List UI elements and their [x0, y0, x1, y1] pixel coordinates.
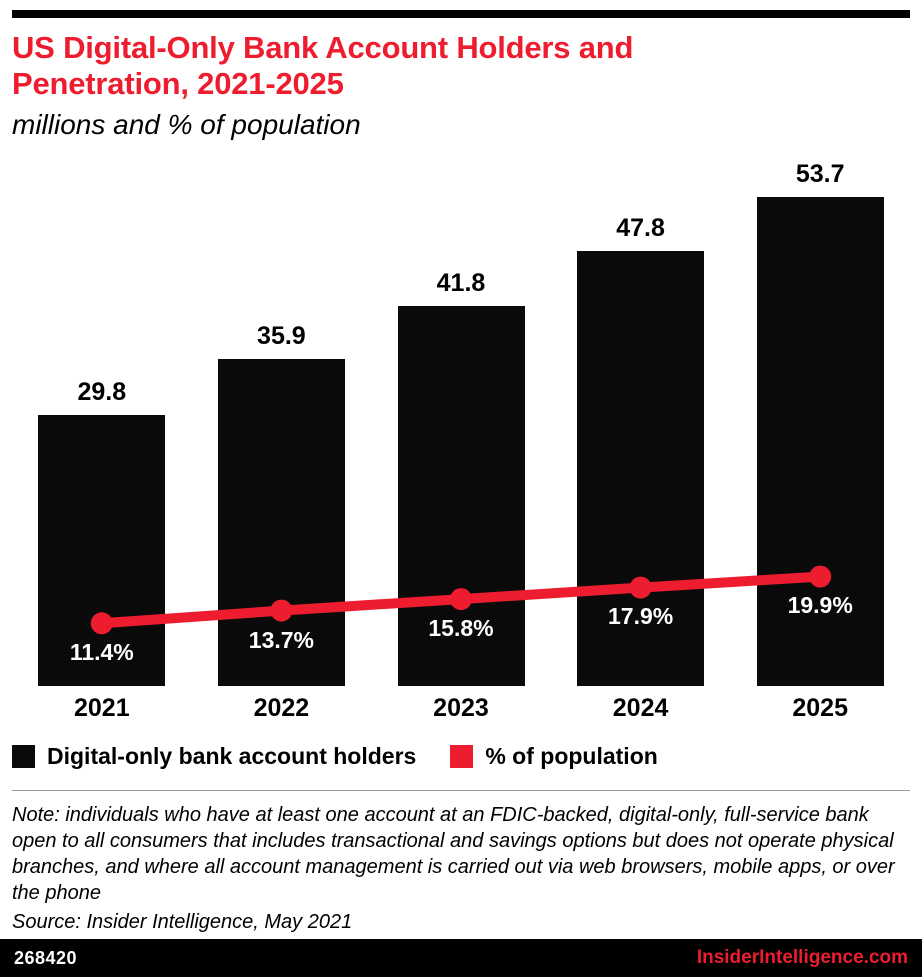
- bar-value-label: 41.8: [436, 268, 486, 297]
- x-axis-label: 2024: [612, 693, 669, 722]
- top-rule: [12, 10, 910, 18]
- footer-bar: 268420 InsiderIntelligence.com: [0, 939, 922, 977]
- legend-swatch-line: [450, 744, 474, 768]
- chart-id: 268420: [14, 947, 78, 968]
- legend-swatch-bars: [12, 744, 35, 768]
- percent-line-marker: [629, 576, 652, 599]
- legend-label-line: % of population: [485, 742, 658, 769]
- line-value-label: 19.9%: [787, 592, 853, 619]
- source-text: Source: Insider Intelligence, May 2021: [12, 910, 353, 933]
- legend: Digital-only bank account holders % of p…: [12, 743, 910, 770]
- legend-label-bars: Digital-only bank account holders: [47, 742, 417, 769]
- bar-2025: [756, 197, 884, 686]
- note-text: Note: individuals who have at least one …: [12, 803, 895, 904]
- plot-area: 29.8 35.9 41.8 47.8 53.7 11.4% 13.7% 15.8% 17.9%…: [12, 156, 910, 686]
- footer-site-text: InsiderIntelligence.com: [696, 947, 908, 968]
- percent-line: [90, 565, 832, 635]
- chart-page: US Digital-Only Bank Account Holders and…: [0, 10, 922, 935]
- x-axis-label: 2022: [253, 693, 310, 722]
- percent-line-marker: [90, 612, 113, 635]
- x-axis-labels: 2021 2022 2023 2024 2025: [12, 694, 910, 723]
- note-section: Note: individuals who have at least one …: [12, 789, 910, 935]
- line-value-label: 13.7%: [248, 626, 314, 653]
- bar-value-label: 29.8: [77, 377, 127, 406]
- bar-value-label: 53.7: [795, 160, 845, 189]
- x-axis-label: 2025: [792, 693, 848, 722]
- chart-title: US Digital-Only Bank Account Holders and…: [12, 30, 910, 102]
- chart-subtitle: millions and % of population: [12, 108, 361, 140]
- bar-2023: [397, 305, 525, 686]
- bar-2022: [217, 359, 345, 686]
- line-value-label: 15.8%: [428, 615, 494, 641]
- percent-line-marker: [450, 588, 472, 611]
- percent-line-marker: [809, 565, 832, 588]
- x-axis-label: 2021: [73, 693, 130, 722]
- x-axis-label: 2023: [433, 693, 489, 722]
- bar-2024: [577, 250, 705, 686]
- bar-value-label: 35.9: [257, 322, 306, 351]
- chart-title-line1: US Digital-Only Bank Account Holders and: [12, 30, 634, 65]
- percent-line-marker: [270, 599, 293, 622]
- line-value-label: 17.9%: [607, 603, 674, 630]
- chart-title-line2: Penetration, 2021-2025: [12, 65, 344, 101]
- line-value-label: 11.4%: [69, 639, 134, 666]
- bar-value-label: 47.8: [616, 213, 665, 242]
- bar-2021: [38, 414, 166, 686]
